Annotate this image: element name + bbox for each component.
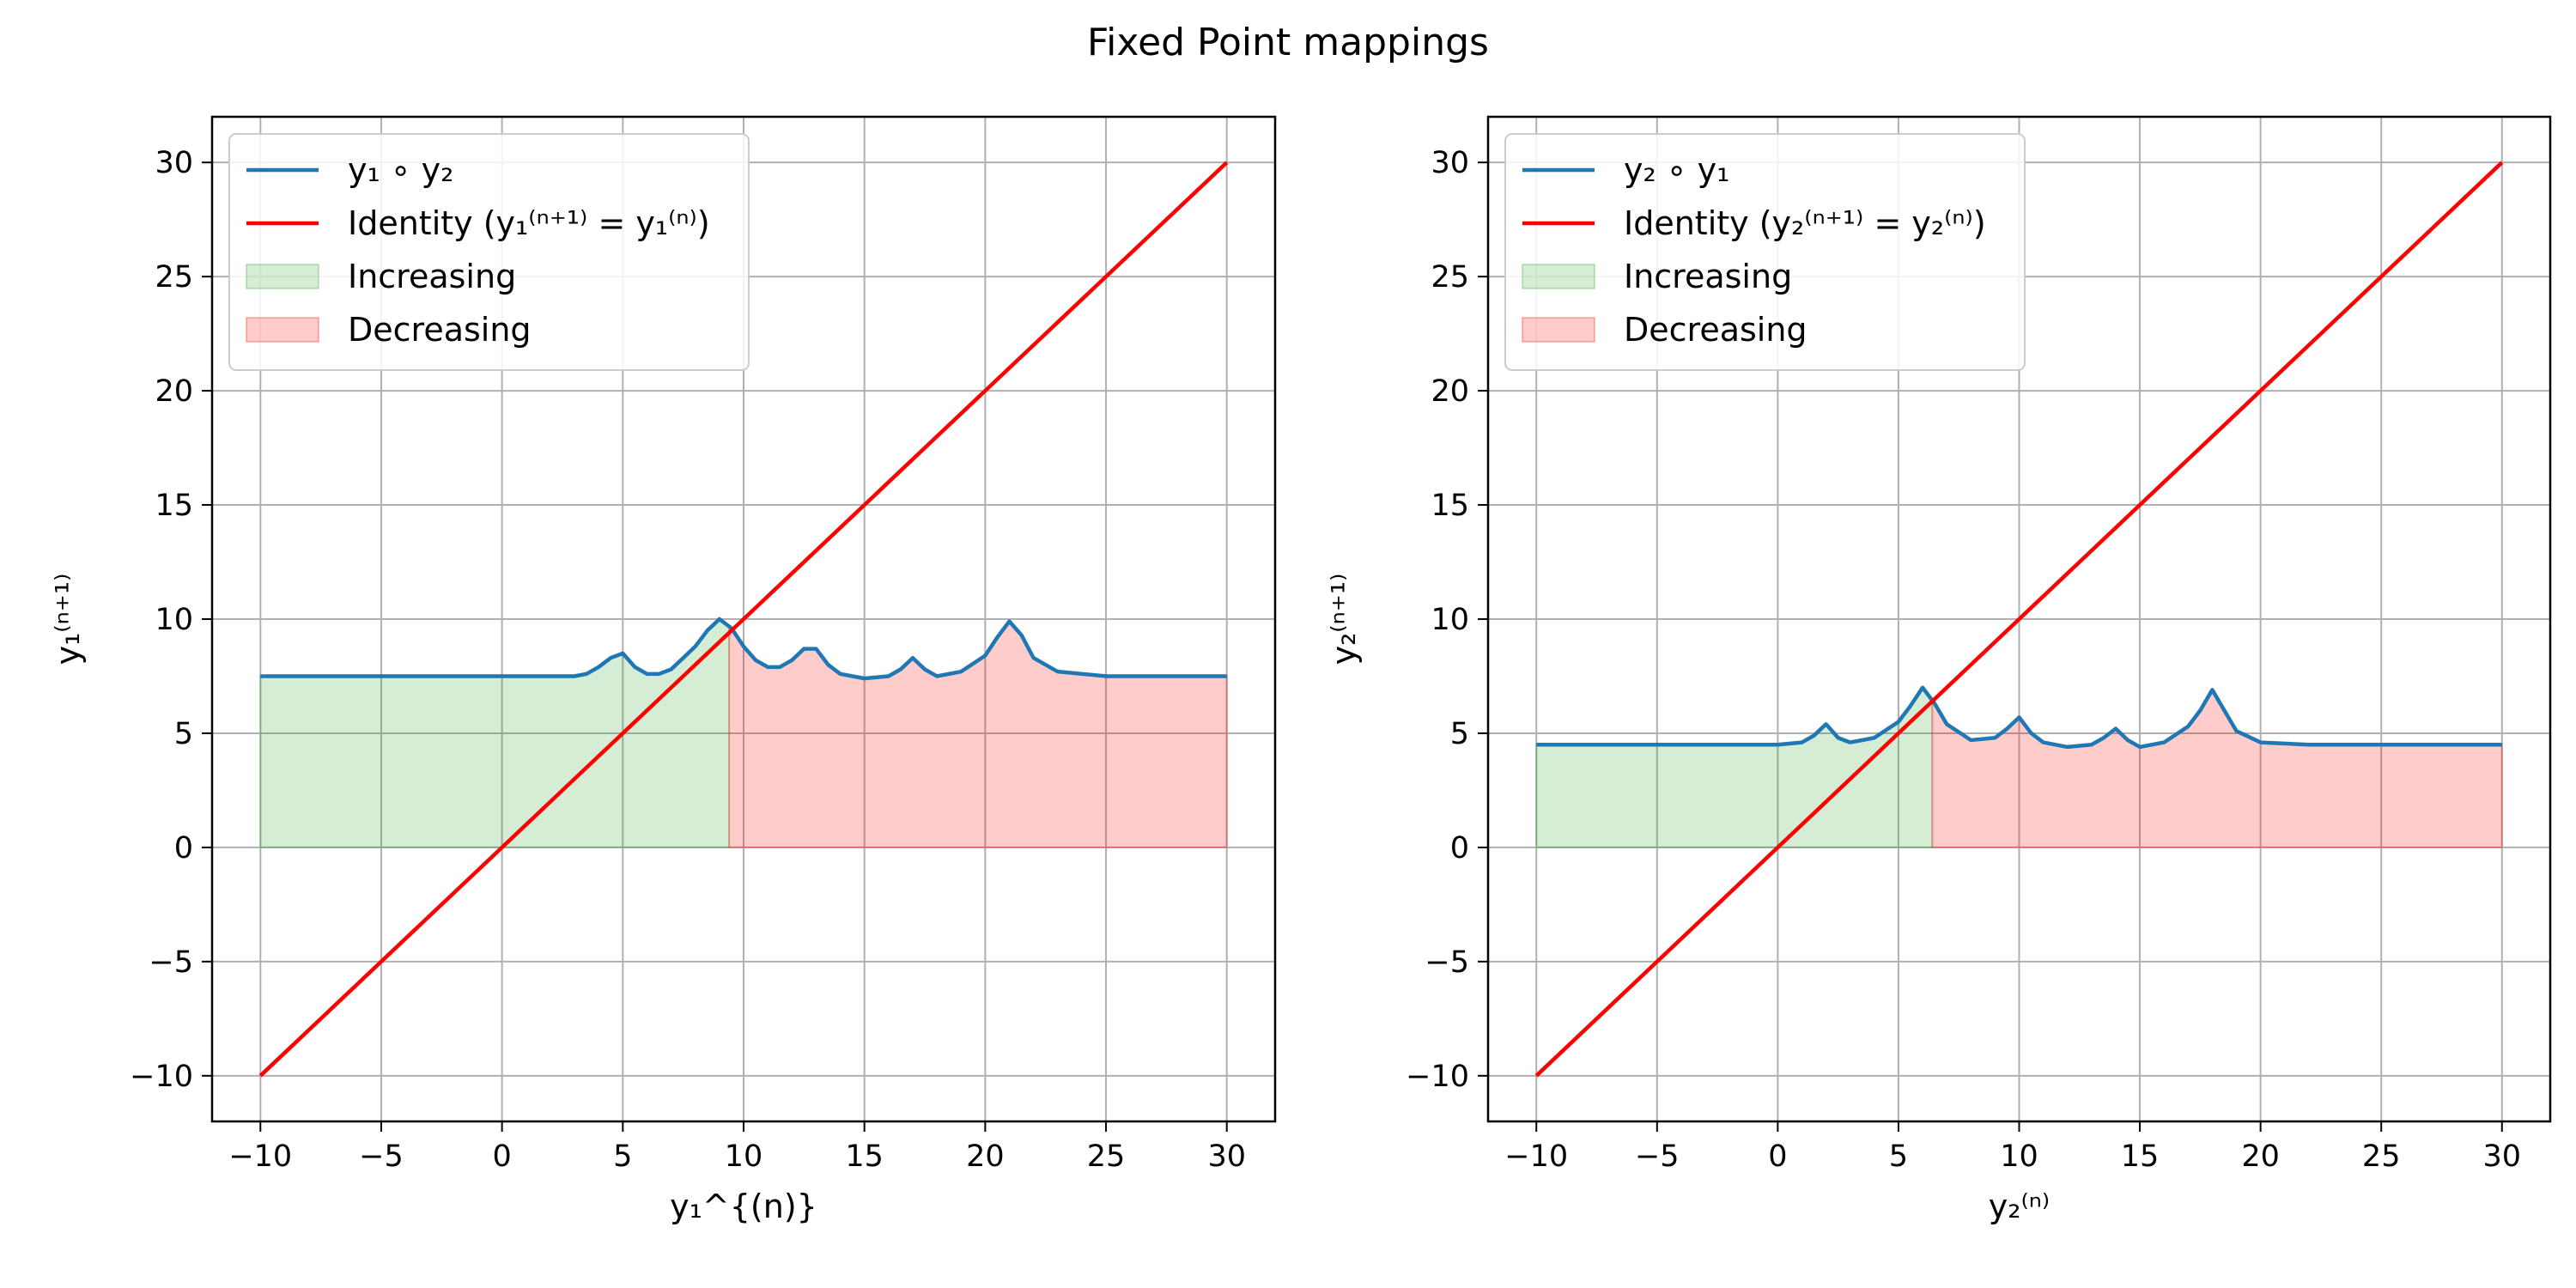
y-tick-label: −5 [1425, 945, 1469, 980]
right-plot: −10 −5 0 5 10 15 20 25 30 −10 −5 0 5 10 15 20 25 30 y₂⁽ⁿ⁾ y… [1325, 115, 2552, 1225]
legend-label: Decreasing [1624, 311, 1807, 349]
x-tick-label: 30 [2482, 1139, 2521, 1174]
y-tick-label: −10 [130, 1060, 193, 1094]
legend-patch-key [246, 264, 319, 289]
y-tick-label: 20 [1431, 374, 1469, 409]
x-tick-label: 0 [492, 1139, 511, 1174]
legend-label: Identity (y₁⁽ⁿ⁺¹⁾ = y₁⁽ⁿ⁾) [348, 204, 710, 242]
y-axis-label: y₁⁽ⁿ⁺¹⁾ [49, 574, 87, 665]
y-tick-label: 20 [155, 374, 193, 409]
y-tick-label: 5 [174, 717, 193, 751]
x-tick-label: 0 [1768, 1139, 1787, 1174]
y-tick-label: 10 [1431, 603, 1469, 637]
x-tick-label: 20 [966, 1139, 1005, 1174]
x-tick-label: 25 [1087, 1139, 1126, 1174]
legend-patch-key [246, 317, 319, 343]
x-tick-label: 30 [1207, 1139, 1246, 1174]
figure-title: Fixed Point mappings [1087, 21, 1489, 64]
x-tick-label: −10 [228, 1139, 292, 1174]
legend: y₂ ∘ y₁ Identity (y₂⁽ⁿ⁺¹⁾ = y₂⁽ⁿ⁾) Increas… [1504, 133, 2026, 371]
x-tick-label: −5 [359, 1139, 404, 1174]
x-tick-label: 10 [2000, 1139, 2038, 1174]
y-tick-label: −10 [1406, 1060, 1469, 1094]
x-tick-label: 15 [2121, 1139, 2160, 1174]
y-tick-label: −5 [149, 945, 193, 980]
x-tick-label: 15 [845, 1139, 884, 1174]
y-tick-label: 10 [155, 603, 193, 637]
y-tick-label: 15 [1431, 489, 1469, 523]
x-tick-label: 20 [2241, 1139, 2280, 1174]
y-tick-label: 25 [1431, 260, 1469, 295]
y-tick-label: 15 [155, 489, 193, 523]
y-axis-label: y₂⁽ⁿ⁺¹⁾ [1325, 574, 1363, 665]
x-tick-label: 5 [613, 1139, 632, 1174]
x-axis-label: y₁^{(n)} [670, 1188, 817, 1225]
identity-line [258, 161, 1229, 1078]
legend-label: Identity (y₂⁽ⁿ⁺¹⁾ = y₂⁽ⁿ⁾) [1624, 204, 1986, 242]
legend: y₁ ∘ y₂ Identity (y₁⁽ⁿ⁺¹⁾ = y₁⁽ⁿ⁾) Increas… [228, 133, 750, 371]
legend-label: y₂ ∘ y₁ [1624, 151, 1729, 189]
y-tick-label: 25 [155, 260, 193, 295]
legend-patch-key [1522, 317, 1595, 343]
composite-mapping-line [1536, 685, 2502, 750]
left-plot: −10 −5 0 5 10 15 20 25 30 −10 −5 0 5 10 15 20 25 30 y₁^{(n… [49, 115, 1277, 1225]
x-tick-label: 25 [2362, 1139, 2401, 1174]
x-axis-label: y₂⁽ⁿ⁾ [1989, 1188, 2050, 1225]
legend-label: Decreasing [348, 311, 532, 349]
y-tick-label: 0 [1450, 831, 1469, 866]
legend-patch-key [1522, 264, 1595, 289]
x-tick-label: 10 [725, 1139, 763, 1174]
legend-label: y₁ ∘ y₂ [348, 151, 453, 189]
y-tick-label: 30 [1431, 146, 1469, 180]
legend-label: Increasing [1624, 258, 1792, 295]
y-tick-label: 30 [155, 146, 193, 180]
y-tick-label: 5 [1450, 717, 1469, 751]
identity-line [1534, 161, 2504, 1078]
legend-box [1504, 133, 2026, 371]
legend-label: Increasing [348, 258, 516, 295]
x-tick-label: 5 [1889, 1139, 1908, 1174]
composite-mapping-line [260, 617, 1227, 681]
legend-box [228, 133, 750, 371]
x-tick-label: −5 [1635, 1139, 1680, 1174]
x-tick-label: −10 [1504, 1139, 1568, 1174]
y-tick-label: 0 [174, 831, 193, 866]
